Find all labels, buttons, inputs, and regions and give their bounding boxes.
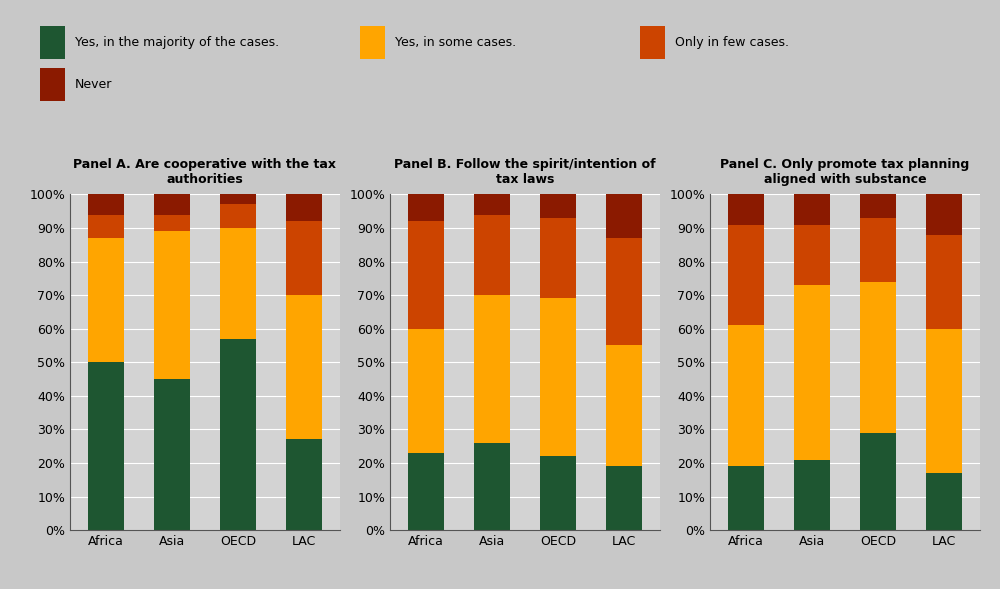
Bar (728, 224, 764, 325)
Bar (154, 194, 190, 214)
Bar (408, 221, 444, 329)
Text: Never: Never (75, 78, 112, 91)
Bar (860, 433, 896, 530)
Bar (286, 439, 322, 530)
Bar (540, 299, 576, 456)
Bar (220, 228, 256, 339)
Bar (794, 285, 830, 459)
Bar (220, 204, 256, 228)
Bar (220, 194, 256, 204)
Bar (540, 194, 576, 218)
Bar (474, 443, 510, 530)
Bar (728, 325, 764, 466)
Bar (926, 329, 962, 473)
Bar (286, 194, 322, 221)
Bar (606, 345, 642, 466)
Bar (794, 224, 830, 285)
Bar (728, 466, 764, 530)
Text: Yes, in some cases.: Yes, in some cases. (395, 36, 516, 49)
FancyBboxPatch shape (40, 68, 65, 101)
Bar (860, 282, 896, 433)
Bar (220, 339, 256, 530)
FancyBboxPatch shape (360, 26, 385, 59)
Bar (286, 221, 322, 295)
Title: Panel C. Only promote tax planning
aligned with substance: Panel C. Only promote tax planning align… (720, 158, 970, 186)
Bar (860, 218, 896, 282)
FancyBboxPatch shape (40, 26, 65, 59)
Bar (88, 362, 124, 530)
Bar (154, 214, 190, 231)
Bar (474, 214, 510, 295)
Bar (88, 238, 124, 362)
Bar (540, 456, 576, 530)
Bar (606, 238, 642, 345)
Bar (408, 194, 444, 221)
Bar (794, 194, 830, 224)
Bar (154, 379, 190, 530)
Bar (926, 473, 962, 530)
Bar (88, 194, 124, 214)
FancyBboxPatch shape (640, 26, 665, 59)
Title: Panel A. Are cooperative with the tax
authorities: Panel A. Are cooperative with the tax au… (73, 158, 336, 186)
Bar (474, 194, 510, 214)
Bar (860, 194, 896, 218)
Bar (474, 295, 510, 443)
Bar (926, 194, 962, 234)
Text: Yes, in the majority of the cases.: Yes, in the majority of the cases. (75, 36, 279, 49)
Text: Only in few cases.: Only in few cases. (675, 36, 789, 49)
Title: Panel B. Follow the spirit/intention of
tax laws: Panel B. Follow the spirit/intention of … (394, 158, 656, 186)
Bar (926, 234, 962, 329)
Bar (286, 295, 322, 439)
Bar (88, 214, 124, 238)
Bar (728, 194, 764, 224)
Bar (408, 329, 444, 453)
Bar (794, 459, 830, 530)
Bar (540, 218, 576, 299)
Bar (606, 194, 642, 238)
Bar (408, 453, 444, 530)
Bar (606, 466, 642, 530)
Bar (154, 231, 190, 379)
